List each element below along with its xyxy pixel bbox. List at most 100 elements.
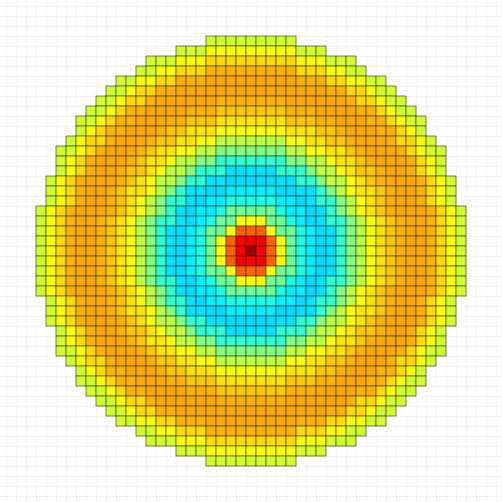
heat-cell <box>305 145 317 157</box>
heat-cell <box>245 95 257 107</box>
heat-cell <box>225 295 237 307</box>
heat-cell <box>145 325 157 337</box>
heat-cell <box>415 155 427 167</box>
heat-cell <box>315 185 327 197</box>
heat-cell <box>325 65 337 77</box>
heat-cell <box>285 275 297 287</box>
heat-cell <box>365 215 377 227</box>
heat-cell <box>35 235 47 247</box>
heat-cell <box>175 195 187 207</box>
heat-cell <box>185 445 197 457</box>
heat-cell <box>195 195 207 207</box>
heat-cell <box>85 125 97 137</box>
heat-cell <box>305 365 317 377</box>
heat-cell <box>395 185 407 197</box>
heat-cell <box>315 205 327 217</box>
heat-cell <box>175 85 187 97</box>
heat-cell <box>305 355 317 367</box>
heat-cell <box>325 235 337 247</box>
heat-cell <box>155 395 167 407</box>
heat-cell <box>385 405 397 417</box>
heat-cell <box>135 355 147 367</box>
heat-cell <box>225 165 237 177</box>
heat-cell <box>65 335 77 347</box>
heat-cell <box>435 145 447 157</box>
heat-cell <box>355 315 367 327</box>
heat-cell <box>125 325 137 337</box>
heat-cell <box>185 255 197 267</box>
heat-cell <box>445 185 457 197</box>
heat-cell <box>235 105 247 117</box>
heat-cell <box>185 365 197 377</box>
heat-cell <box>265 115 277 127</box>
heat-cell <box>195 65 207 77</box>
heat-cell <box>145 215 157 227</box>
heat-cell <box>215 395 227 407</box>
heat-cell <box>255 255 267 267</box>
heat-cell <box>75 215 87 227</box>
heat-cell <box>205 245 217 257</box>
heat-cell <box>255 365 267 377</box>
heat-cell <box>135 175 147 187</box>
heat-cell <box>65 255 77 267</box>
heat-cell <box>445 285 457 297</box>
heat-cell <box>425 355 437 367</box>
heat-cell <box>305 445 317 457</box>
heat-cell <box>445 195 457 207</box>
heat-cell <box>35 255 47 267</box>
heat-cell <box>275 75 287 87</box>
heat-cell <box>395 315 407 327</box>
heat-cell <box>115 145 127 157</box>
heat-cell <box>325 295 337 307</box>
heat-cell <box>105 405 117 417</box>
heat-cell <box>215 265 227 277</box>
heat-cell <box>175 425 187 437</box>
heat-cell <box>265 365 277 377</box>
heat-cell <box>395 125 407 137</box>
heat-cell <box>275 85 287 97</box>
heat-cell <box>215 55 227 67</box>
heat-cell <box>255 335 267 347</box>
heat-cell <box>295 235 307 247</box>
heat-cell <box>305 125 317 137</box>
heat-cell <box>135 365 147 377</box>
heat-cell <box>245 295 257 307</box>
heat-cell <box>105 85 117 97</box>
heat-cell <box>255 325 267 337</box>
heat-cell <box>205 385 217 397</box>
heat-cell <box>165 425 177 437</box>
heat-cell <box>185 425 197 437</box>
heat-cell <box>155 345 167 357</box>
heat-cell <box>265 275 277 287</box>
heat-cell <box>185 325 197 337</box>
heat-cell <box>235 145 247 157</box>
heat-cell <box>205 185 217 197</box>
heat-cell <box>245 145 257 157</box>
heat-cell <box>345 155 357 167</box>
heat-cell <box>285 325 297 337</box>
heat-cell <box>205 105 217 117</box>
heat-cell <box>225 285 237 297</box>
heat-cell <box>295 415 307 427</box>
heat-cell <box>195 235 207 247</box>
heat-cell <box>205 175 217 187</box>
heat-cell <box>305 225 317 237</box>
heat-cell <box>165 235 177 247</box>
heat-cell <box>325 285 337 297</box>
heat-cell <box>255 245 267 257</box>
heat-cell <box>445 245 457 257</box>
heat-cell <box>285 415 297 427</box>
heat-cell <box>395 255 407 267</box>
heat-cell <box>255 125 267 137</box>
heat-cell <box>235 75 247 87</box>
heat-cell <box>225 265 237 277</box>
heat-cell <box>265 265 277 277</box>
heat-cell <box>135 275 147 287</box>
heat-cell <box>355 255 367 267</box>
heat-cell <box>195 135 207 147</box>
heat-cell <box>85 255 97 267</box>
heat-cell <box>295 175 307 187</box>
heat-cell <box>435 315 447 327</box>
heat-cell <box>215 65 227 77</box>
heat-cell <box>275 175 287 187</box>
